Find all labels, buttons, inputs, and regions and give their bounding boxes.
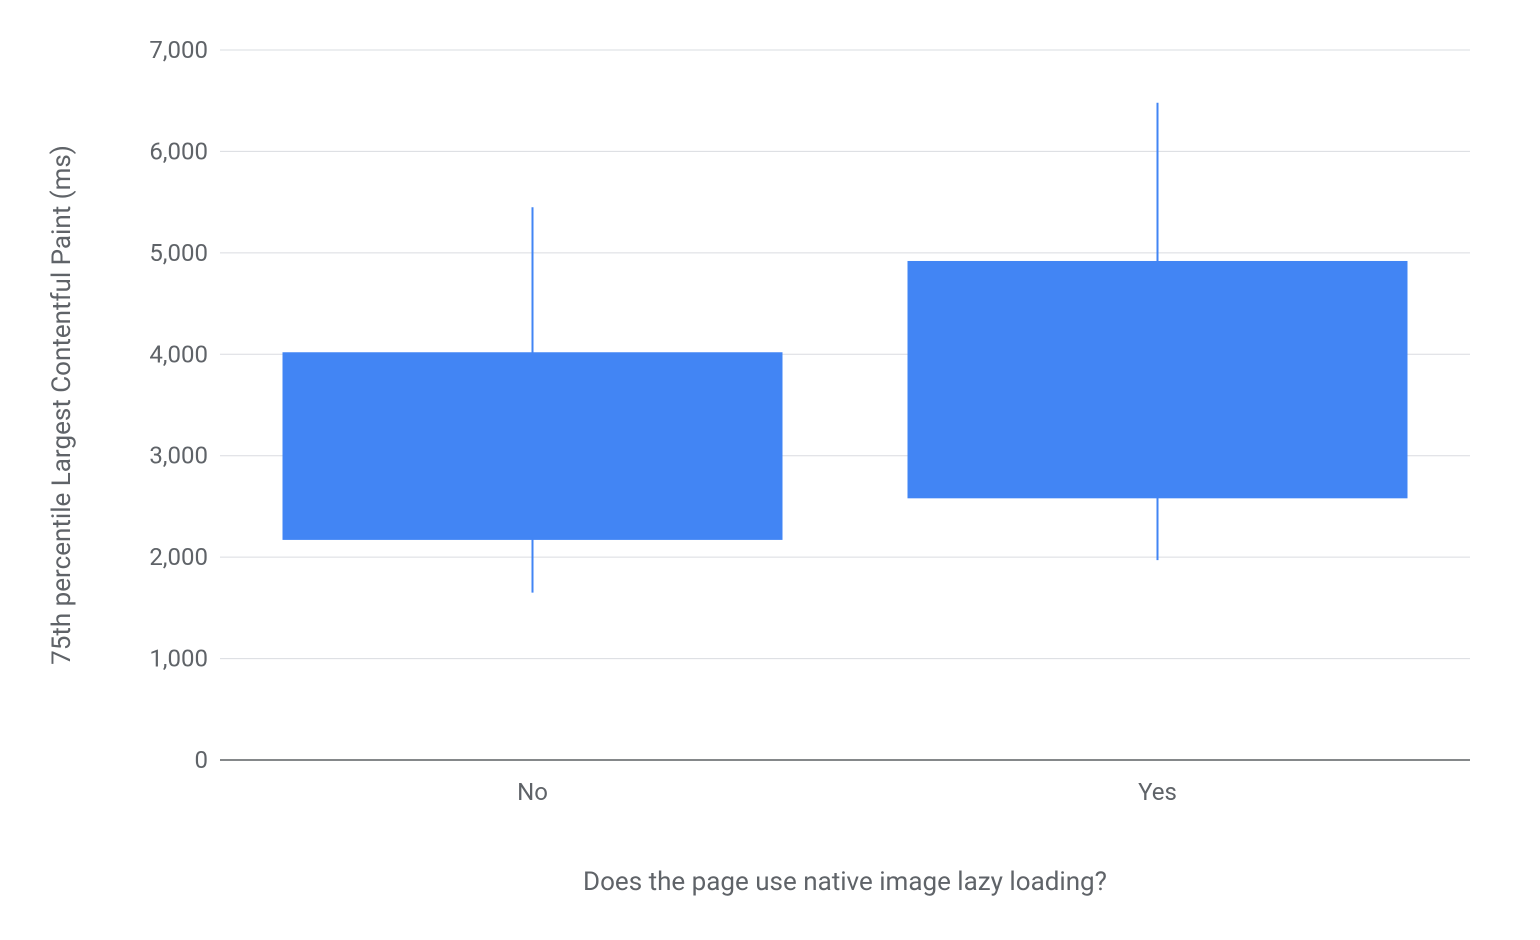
y-tick-label: 4,000 xyxy=(149,340,208,368)
y-tick-label: 0 xyxy=(195,746,209,774)
x-tick-label: No xyxy=(517,778,548,806)
box xyxy=(283,352,783,540)
y-tick-label: 5,000 xyxy=(149,239,208,267)
y-tick-label: 3,000 xyxy=(149,442,208,470)
y-tick-label: 2,000 xyxy=(149,543,208,571)
x-axis-title: Does the page use native image lazy load… xyxy=(583,867,1107,897)
box xyxy=(908,261,1408,498)
y-tick-label: 7,000 xyxy=(149,36,208,64)
y-tick-label: 6,000 xyxy=(149,137,208,165)
boxplot-chart: 0 1,000 2,000 3,000 4,000 5,000 6,000 7,000 No Ye… xyxy=(40,20,1500,920)
x-tick-label: Yes xyxy=(1138,778,1177,806)
y-tick-label: 1,000 xyxy=(149,645,208,673)
y-axis-title: 75th percentile Largest Contentful Paint… xyxy=(47,145,77,665)
